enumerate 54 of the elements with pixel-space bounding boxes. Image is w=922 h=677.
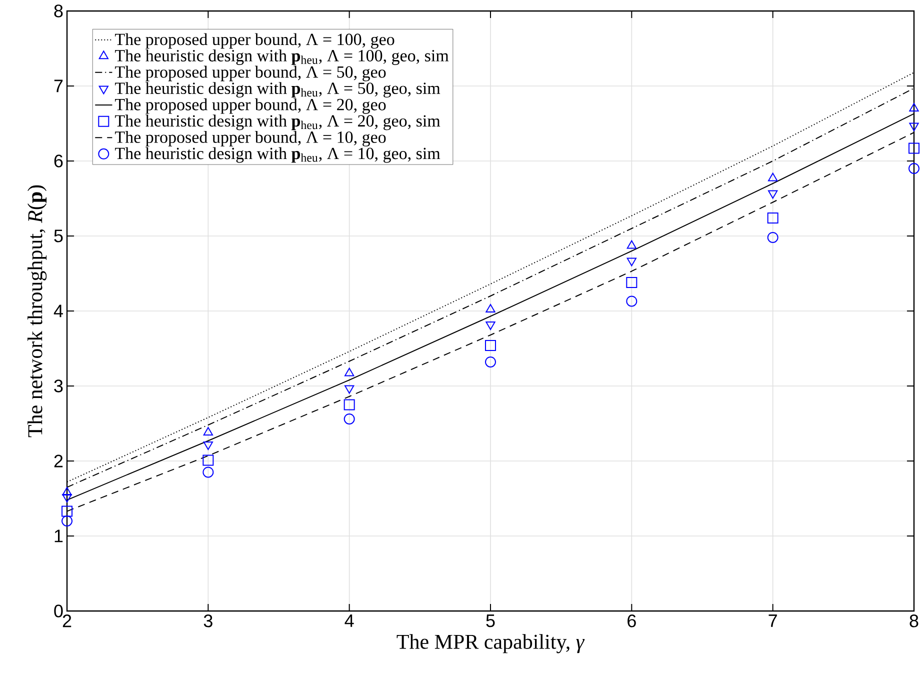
point [485,356,496,368]
point [344,368,354,376]
point [203,426,213,436]
y-tick-label: 4 [54,304,63,318]
point [62,506,73,517]
y-tick-label: 3 [54,380,63,392]
point [344,413,355,424]
y-tick-label: 6 [54,154,63,168]
point [202,466,214,478]
y-tick-label: 2 [54,454,63,468]
x-tick-label: 2 [62,614,72,628]
legend-label: The heuristic design with p$_{heu}$, Λ = 100, geo, sim [115,49,449,65]
y-tick-label: 7 [54,80,63,92]
point [908,162,920,174]
point [62,515,73,526]
point [62,494,72,502]
point [485,340,496,351]
point [626,296,638,307]
point [486,304,496,312]
x-tick-label: 5 [486,614,495,628]
y-tick-label: 1 [54,530,63,542]
point [768,190,778,199]
point [626,258,636,266]
x-tick-label: 6 [628,614,636,628]
point [909,122,919,132]
x-tick-label: 3 [204,614,212,628]
point [768,172,778,182]
point [344,399,355,410]
y-tick-label: 5 [54,230,63,242]
x-tick-label: 7 [768,614,777,627]
point [909,102,919,112]
x-tick-label: 8 [910,614,918,628]
legend-label: The proposed upper bound, Λ = 20, geo [115,98,386,114]
legend-label: The proposed upper bound, Λ = 100, geo [115,33,394,49]
point [626,276,638,288]
y-tick-label: 0 [54,604,63,618]
legend-label: The heuristic design with p$_{heu}$, Λ = 20, geo, sim [115,114,440,130]
point [486,321,496,330]
legend-label: The heuristic design with p$_{heu}$, Λ = 10, geo, sim [115,147,440,163]
point [203,441,213,450]
point [62,486,72,496]
x-axis-title: The MPR capability, γ [396,634,585,654]
legend-label: The proposed upper bound, Λ = 50, geo [115,66,386,82]
y-axis-title: The network throughput, R(p) [27,185,47,438]
legend-label: The proposed upper bound, Λ = 10, geo [115,130,386,146]
x-tick-label: 4 [344,614,354,627]
point [908,142,920,154]
y-tick-label: 8 [54,4,63,18]
point [767,232,778,243]
point [202,454,214,466]
point [626,240,636,249]
legend-label: The heuristic design with p$_{heu}$, Λ = 50, geo, sim [115,82,440,98]
point [344,385,354,394]
point [767,212,778,224]
